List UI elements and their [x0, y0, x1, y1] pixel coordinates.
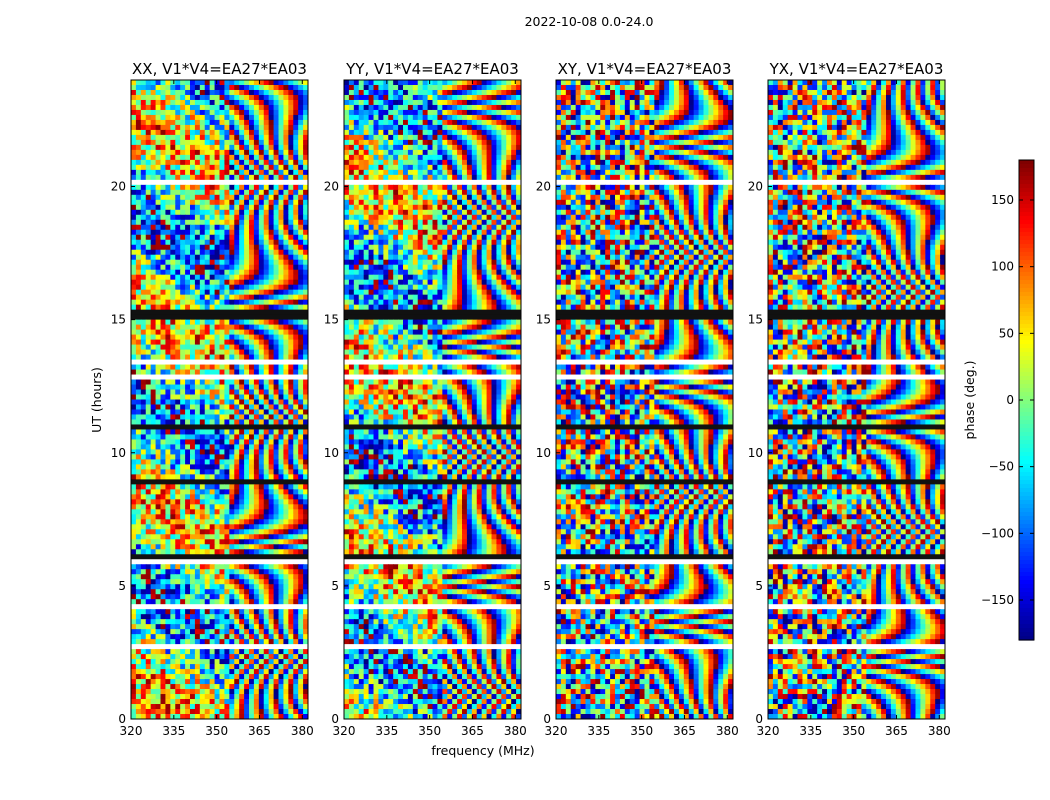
- phase-image-0: [131, 80, 308, 719]
- panel-3: YX, V1*V4=EA27*EA03 320 335 350 365 380 0 5 10 15…: [748, 60, 951, 738]
- panel-2: XY, V1*V4=EA27*EA03 320 335 350 365 380 0 5 10 15…: [536, 60, 739, 738]
- y-tick-label: 0: [543, 712, 551, 726]
- y-tick-label: 5: [331, 579, 339, 593]
- y-tick-label: 5: [755, 579, 763, 593]
- x-tick-label: 350: [630, 724, 653, 738]
- panel-1: YY, V1*V4=EA27*EA03 320 335 350 365 380 0 5 10 15…: [324, 60, 527, 738]
- x-tick-label: 320: [757, 724, 780, 738]
- y-tick-label: 10: [324, 446, 339, 460]
- x-tick-label: 335: [375, 724, 398, 738]
- y-tick-label: 0: [118, 712, 126, 726]
- panel-title-3: YX, V1*V4=EA27*EA03: [769, 60, 944, 78]
- y-tick-label: 15: [536, 313, 551, 327]
- x-tick-label: 365: [885, 724, 908, 738]
- panel-0: XX, V1*V4=EA27*EA03 320 335 350 365 380 0 5 10 15…: [111, 60, 314, 738]
- colorbar: 150 100 50 0 −50 −100 −150: [981, 159, 1035, 641]
- x-tick-label: 380: [504, 724, 527, 738]
- colorbar-tick-label: 0: [1006, 393, 1014, 407]
- y-tick-label: 5: [118, 579, 126, 593]
- colorbar-tick-label: 150: [991, 193, 1014, 207]
- x-tick-label: 335: [587, 724, 610, 738]
- x-tick-label: 350: [418, 724, 441, 738]
- x-tick-label: 335: [162, 724, 185, 738]
- x-tick-label: 320: [545, 724, 568, 738]
- x-tick-label: 380: [716, 724, 739, 738]
- x-tick-label: 350: [205, 724, 228, 738]
- panels-group: XX, V1*V4=EA27*EA03 320 335 350 365 380 0 5 10 15…: [111, 60, 951, 738]
- y-tick-label: 15: [324, 313, 339, 327]
- y-tick-label: 15: [111, 313, 126, 327]
- y-tick-label: 10: [536, 446, 551, 460]
- y-tick-label: 20: [324, 180, 339, 194]
- x-tick-label: 365: [673, 724, 696, 738]
- x-tick-label: 320: [333, 724, 356, 738]
- colorbar-tick-label: 100: [991, 260, 1014, 274]
- y-tick-label: 5: [543, 579, 551, 593]
- panel-frame-3: [767, 79, 946, 720]
- y-tick-label: 0: [755, 712, 763, 726]
- y-tick-label: 10: [748, 446, 763, 460]
- panel-frame-2: [555, 79, 734, 720]
- panel-title-1: YY, V1*V4=EA27*EA03: [345, 60, 519, 78]
- colorbar-label: phase (deg.): [962, 361, 977, 440]
- x-tick-label: 320: [120, 724, 143, 738]
- colorbar-tick-label: −100: [981, 526, 1014, 540]
- x-tick-label: 380: [291, 724, 314, 738]
- phase-image-3: [768, 80, 945, 719]
- x-tick-label: 335: [799, 724, 822, 738]
- x-tick-label: 350: [842, 724, 865, 738]
- colorbar-tick-label: 50: [999, 326, 1014, 340]
- x-tick-label: 365: [461, 724, 484, 738]
- phase-image-1: [344, 80, 521, 719]
- y-tick-label: 20: [111, 180, 126, 194]
- panel-frame-0: [130, 79, 309, 720]
- figure-suptitle: 2022-10-08 0.0-24.0: [525, 14, 654, 29]
- panel-title-2: XY, V1*V4=EA27*EA03: [558, 60, 732, 78]
- x-axis-label: frequency (MHz): [431, 743, 534, 758]
- y-tick-label: 15: [748, 313, 763, 327]
- colorbar-tick-label: −50: [989, 460, 1014, 474]
- y-tick-label: 20: [748, 180, 763, 194]
- y-tick-label: 10: [111, 446, 126, 460]
- colorbar-tick-label: −150: [981, 593, 1014, 607]
- y-tick-label: 20: [536, 180, 551, 194]
- y-axis-label: UT (hours): [89, 367, 104, 433]
- phase-image-2: [556, 80, 733, 719]
- panel-title-0: XX, V1*V4=EA27*EA03: [132, 60, 307, 78]
- x-tick-label: 365: [248, 724, 271, 738]
- panel-frame-1: [343, 79, 522, 720]
- y-tick-label: 0: [331, 712, 339, 726]
- x-tick-label: 380: [928, 724, 951, 738]
